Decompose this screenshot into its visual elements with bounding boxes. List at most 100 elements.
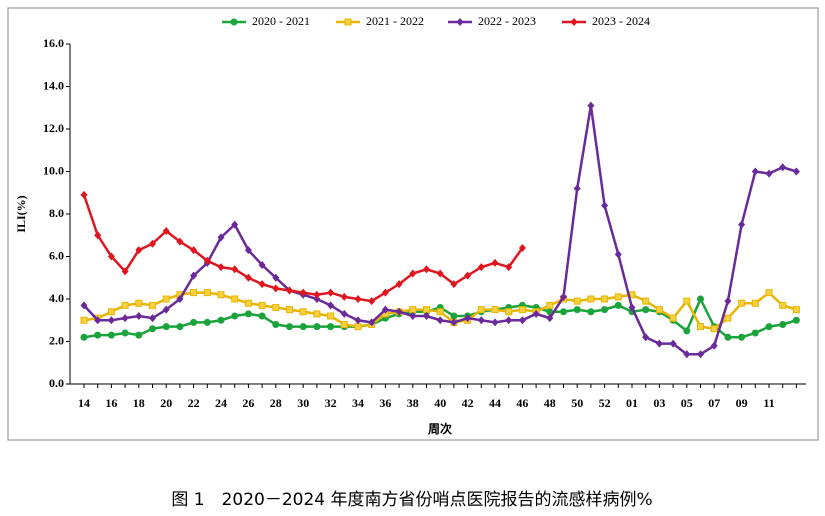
point bbox=[792, 167, 800, 176]
point bbox=[518, 316, 526, 325]
point bbox=[436, 316, 444, 325]
point bbox=[340, 321, 348, 328]
point bbox=[121, 267, 129, 276]
y-tick-label: 2.0 bbox=[49, 333, 64, 347]
point bbox=[121, 301, 129, 309]
legend-label: 2021 - 2022 bbox=[366, 14, 424, 28]
x-tick-label: 52 bbox=[599, 396, 611, 410]
point bbox=[601, 306, 609, 314]
point bbox=[409, 269, 417, 278]
point bbox=[423, 312, 430, 320]
x-tick-label: 34 bbox=[352, 396, 364, 410]
point bbox=[327, 288, 335, 297]
point bbox=[669, 314, 677, 322]
point bbox=[272, 284, 280, 293]
point bbox=[464, 314, 472, 323]
point bbox=[765, 289, 773, 297]
y-tick-label: 14.0 bbox=[43, 78, 64, 92]
point bbox=[587, 308, 595, 316]
point bbox=[231, 265, 239, 274]
point bbox=[94, 331, 102, 339]
y-tick-label: 16.0 bbox=[43, 36, 64, 50]
x-tick-label: 48 bbox=[544, 396, 556, 410]
point bbox=[244, 273, 252, 282]
point bbox=[286, 323, 293, 331]
point bbox=[217, 233, 225, 242]
point bbox=[381, 305, 389, 314]
point bbox=[779, 301, 787, 309]
legend-label: 2023 - 2024 bbox=[592, 14, 650, 28]
point bbox=[149, 325, 156, 333]
point bbox=[121, 329, 129, 337]
point bbox=[477, 263, 485, 272]
point bbox=[162, 295, 170, 303]
point bbox=[135, 312, 143, 320]
x-tick-label: 16 bbox=[105, 396, 117, 410]
point bbox=[80, 301, 88, 310]
point bbox=[244, 310, 252, 318]
x-tick-label: 24 bbox=[215, 396, 227, 410]
point bbox=[176, 237, 184, 246]
point bbox=[642, 333, 650, 342]
point bbox=[313, 295, 321, 303]
point bbox=[340, 309, 348, 318]
point bbox=[423, 306, 430, 314]
point bbox=[724, 297, 732, 306]
legend-marker bbox=[456, 18, 464, 26]
point bbox=[327, 312, 335, 320]
point bbox=[560, 308, 567, 316]
point bbox=[765, 323, 773, 331]
point bbox=[135, 299, 143, 307]
point bbox=[546, 301, 554, 309]
point bbox=[683, 297, 691, 305]
series-line bbox=[82, 194, 524, 303]
point bbox=[299, 323, 307, 331]
point bbox=[765, 169, 773, 178]
point bbox=[121, 314, 129, 323]
point bbox=[354, 295, 362, 303]
point bbox=[751, 167, 759, 176]
point bbox=[107, 252, 115, 261]
point bbox=[340, 292, 348, 301]
y-tick-label: 6.0 bbox=[49, 248, 64, 262]
point bbox=[135, 246, 143, 255]
point bbox=[203, 318, 211, 326]
point bbox=[190, 289, 198, 297]
point bbox=[518, 244, 526, 252]
point bbox=[532, 309, 540, 318]
point bbox=[327, 301, 335, 310]
point bbox=[327, 323, 335, 331]
point bbox=[354, 323, 362, 331]
point bbox=[107, 316, 115, 325]
point bbox=[751, 329, 759, 337]
point bbox=[477, 306, 485, 314]
point bbox=[518, 306, 526, 314]
point bbox=[395, 307, 403, 316]
point bbox=[203, 256, 211, 265]
x-tick-label: 09 bbox=[736, 396, 748, 410]
point bbox=[258, 280, 266, 289]
point bbox=[313, 310, 321, 318]
point bbox=[368, 297, 376, 306]
point bbox=[560, 292, 567, 301]
point bbox=[149, 239, 156, 248]
point bbox=[655, 339, 663, 348]
point bbox=[697, 350, 704, 359]
point bbox=[107, 331, 115, 339]
legend-label: 2020 - 2021 bbox=[252, 14, 310, 28]
x-tick-label: 46 bbox=[516, 396, 528, 410]
point bbox=[655, 306, 663, 314]
point bbox=[80, 190, 88, 199]
point bbox=[176, 323, 184, 331]
point bbox=[313, 323, 321, 331]
point bbox=[231, 312, 239, 320]
point bbox=[190, 318, 198, 326]
point bbox=[409, 306, 417, 314]
legend-label: 2022 - 2023 bbox=[478, 14, 536, 28]
x-tick-label: 44 bbox=[489, 396, 501, 410]
point bbox=[299, 288, 307, 297]
point bbox=[162, 227, 170, 235]
point bbox=[258, 261, 266, 269]
y-tick-label: 12.0 bbox=[43, 121, 64, 135]
